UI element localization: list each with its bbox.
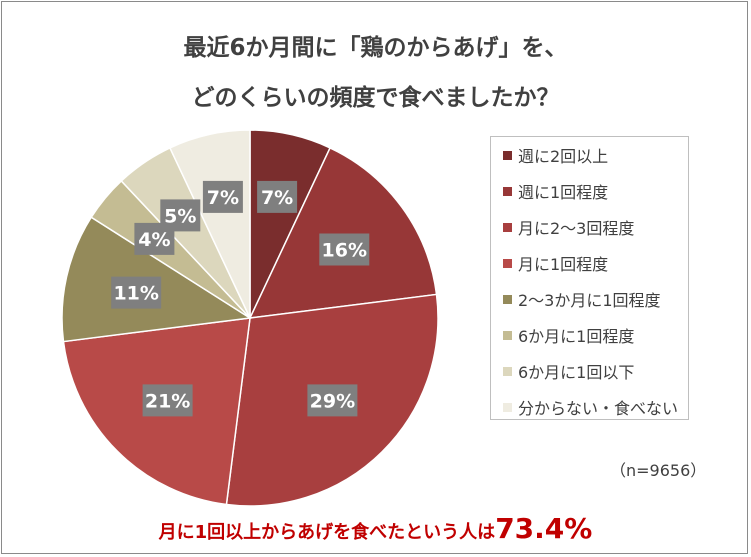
data-label-2: 16% [319,233,370,266]
legend-label: 分からない・食べない [518,399,679,418]
footer-value: 73.4% [495,512,593,545]
legend-label: 月に2～3回程度 [518,219,635,238]
data-label-8: 7% [202,180,243,213]
legend-label: 月に1回程度 [518,255,609,274]
legend: 週に2回以上 週に1回程度月に2～3回程度 月に1回程度 2～3か月に1回程度 6か月に… [490,136,689,420]
pie-slice-8 [168,129,251,319]
legend-swatch [503,366,512,376]
legend-swatch [503,222,512,232]
footer-text: 月に1回以上からあげを食べたという人は [158,522,496,543]
pie-slice-2 [248,146,438,319]
legend-label: 週に1回程度 [518,183,609,202]
legend-swatch [503,258,512,268]
legend-swatch [503,150,512,160]
svg-text:16%: 16% [322,240,367,262]
legend-label: 6か月に1回程度 [518,327,635,346]
legend-label: 2～3か月に1回程度 [518,291,661,310]
legend-item-6: 6か月に1回程度 [503,324,634,346]
svg-text:5%: 5% [164,205,196,227]
chart-title-line1: 最近6か月間に「鶏のからあげ」を、 [183,35,568,61]
sample-size-label: （n=9656） [610,461,707,480]
legend-label: 6か月に1回以下 [518,363,635,382]
svg-text:29%: 29% [310,390,355,412]
svg-text:21%: 21% [145,390,190,412]
legend-item-1: 週に2回以上 [503,144,608,166]
legend-item-5: 2～3か月に1回程度 [503,288,661,310]
svg-text:7%: 7% [261,187,293,209]
footer-summary: 月に1回以上からあげを食べたという人は73.4% [0,512,751,545]
legend-item-4: 月に1回程度 [503,252,608,274]
legend-swatch [503,330,512,340]
legend-item-3: 月に2～3回程度 [503,216,634,238]
data-label-7: 5% [160,199,201,232]
data-label-3: 29% [307,384,358,417]
data-label-1: 7% [257,180,298,213]
legend-swatch [503,186,512,196]
chart-title-line2: どのくらいの頻度で食べましたか？ [191,85,560,111]
legend-swatch [503,402,512,412]
legend-swatch [503,294,512,304]
legend-item-7: 6か月に1回以下 [503,360,634,382]
svg-text:7%: 7% [207,187,239,209]
svg-text:4%: 4% [138,229,170,251]
data-label-4: 21% [142,384,193,417]
svg-text:11%: 11% [113,283,158,305]
data-label-5: 11% [111,276,162,309]
legend-item-8: 分からない・食べない [503,396,678,418]
legend-label: 週に2回以上 [518,147,609,166]
legend-item-2: 週に1回程度 [503,180,608,202]
